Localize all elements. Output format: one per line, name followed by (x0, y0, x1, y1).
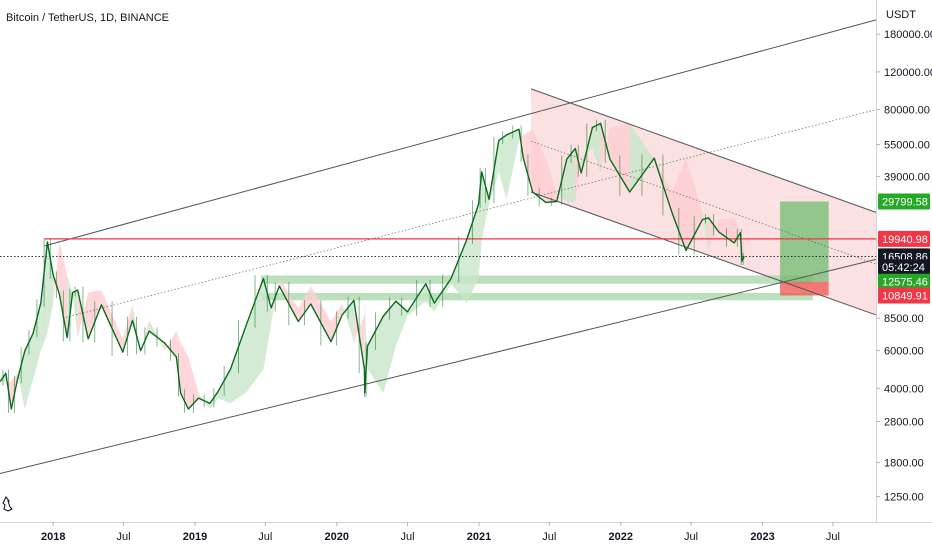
trendline-outer-upper[interactable] (44, 19, 877, 247)
time-tick-label: 2022 (609, 531, 633, 543)
price-badge-label: 10849.91 (882, 290, 928, 302)
time-tick-label: 2018 (41, 531, 65, 543)
price-badge-label: 12575.46 (882, 277, 928, 289)
cloud-segment (671, 158, 687, 251)
trendline-channel-lower[interactable] (530, 191, 877, 316)
time-tick-label: Jul (684, 531, 698, 543)
price-badge-label: 29799.58 (882, 196, 928, 208)
price-badge (878, 287, 930, 304)
time-tick-label: 2020 (325, 531, 349, 543)
cloud-segment (59, 241, 68, 338)
chart-title: Bitcoin / TetherUS, 1D, BINANCE (6, 12, 169, 24)
trendline-channel-mid-dotted[interactable] (530, 140, 877, 265)
cloud-segment (741, 232, 745, 262)
price-badge (878, 193, 930, 210)
price-tick-label: 1250.00 (884, 491, 924, 503)
price-tick-label: 1800.00 (884, 458, 924, 470)
trendline-channel-upper[interactable] (530, 88, 877, 213)
price-layer (0, 119, 745, 413)
cloud-segment (47, 241, 54, 334)
trendlines-layer (0, 19, 877, 474)
price-tick-label: 80000.00 (884, 105, 930, 117)
time-tick-label: Jul (117, 531, 131, 543)
time-tick-label: Jul (826, 531, 840, 543)
price-tick-label: 2800.00 (884, 416, 924, 428)
price-tick-label: 4000.00 (884, 383, 924, 395)
price-badge (878, 259, 930, 276)
price-tick-label: 8500.00 (884, 313, 924, 325)
price-tick-label: 180000.00 (884, 29, 932, 41)
cloud-segment (545, 158, 557, 203)
time-tick-label: 2021 (467, 531, 491, 543)
price-badge-label: 19940.98 (882, 234, 928, 246)
price-tick-label: 55000.00 (884, 139, 930, 151)
cloud-segment (383, 301, 396, 394)
price-tick-label: 120000.00 (884, 67, 932, 79)
currency-label: USDT (886, 9, 916, 21)
time-tick-label: Jul (400, 531, 414, 543)
price-badges-layer: 29799.5819940.9816508.8605:42:2412575.46… (878, 193, 930, 304)
cloud-layer (0, 123, 745, 410)
cloud-segment (532, 129, 546, 203)
cloud-segment (481, 171, 490, 240)
price-badge (878, 230, 930, 247)
price-badge-label: 05:42:24 (882, 262, 925, 274)
time-axis-background (0, 522, 932, 550)
cloud-segment (140, 320, 150, 353)
cloud-segment (188, 356, 199, 410)
cloud-segment (342, 300, 354, 342)
cloud-segment (506, 129, 519, 200)
support-zone-lower (261, 292, 813, 301)
target-box (780, 201, 829, 282)
cloud-segment (702, 211, 709, 251)
cloud-segment (592, 123, 601, 173)
price-tick-label: 39000.00 (884, 171, 930, 183)
cloud-segment (180, 343, 189, 410)
time-tick-label: Jul (258, 531, 272, 543)
cloud-segment (367, 316, 384, 394)
cloud-segment (395, 301, 408, 347)
cloud-segment (72, 290, 78, 338)
cloud-segment (518, 129, 524, 159)
cloud-segment (566, 148, 576, 203)
cloud-segment (246, 278, 264, 392)
cloud-segment (33, 303, 41, 380)
support-zone-upper (261, 275, 813, 284)
trendline-outer-lower[interactable] (0, 258, 877, 474)
cloud-segment (498, 134, 507, 200)
time-tick-label: Jul (542, 531, 556, 543)
time-tick-label: 2023 (750, 531, 774, 543)
cloud-segment (24, 333, 34, 410)
replay-cursor-icon[interactable] (2, 495, 13, 512)
time-tick-label: 2019 (183, 531, 207, 543)
price-badge (878, 273, 930, 290)
price-tick-label: 6000.00 (884, 346, 924, 358)
cloud-segment (466, 204, 479, 304)
